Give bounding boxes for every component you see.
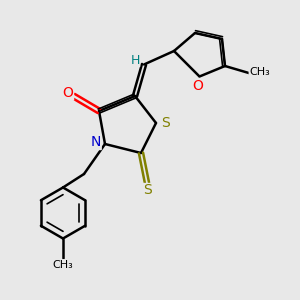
Text: S: S: [161, 116, 170, 130]
Text: CH₃: CH₃: [52, 260, 74, 270]
Text: N: N: [91, 136, 101, 149]
Text: H: H: [130, 53, 140, 67]
Text: O: O: [193, 79, 203, 92]
Text: S: S: [142, 184, 152, 197]
Text: O: O: [63, 86, 74, 100]
Text: CH₃: CH₃: [249, 67, 270, 77]
